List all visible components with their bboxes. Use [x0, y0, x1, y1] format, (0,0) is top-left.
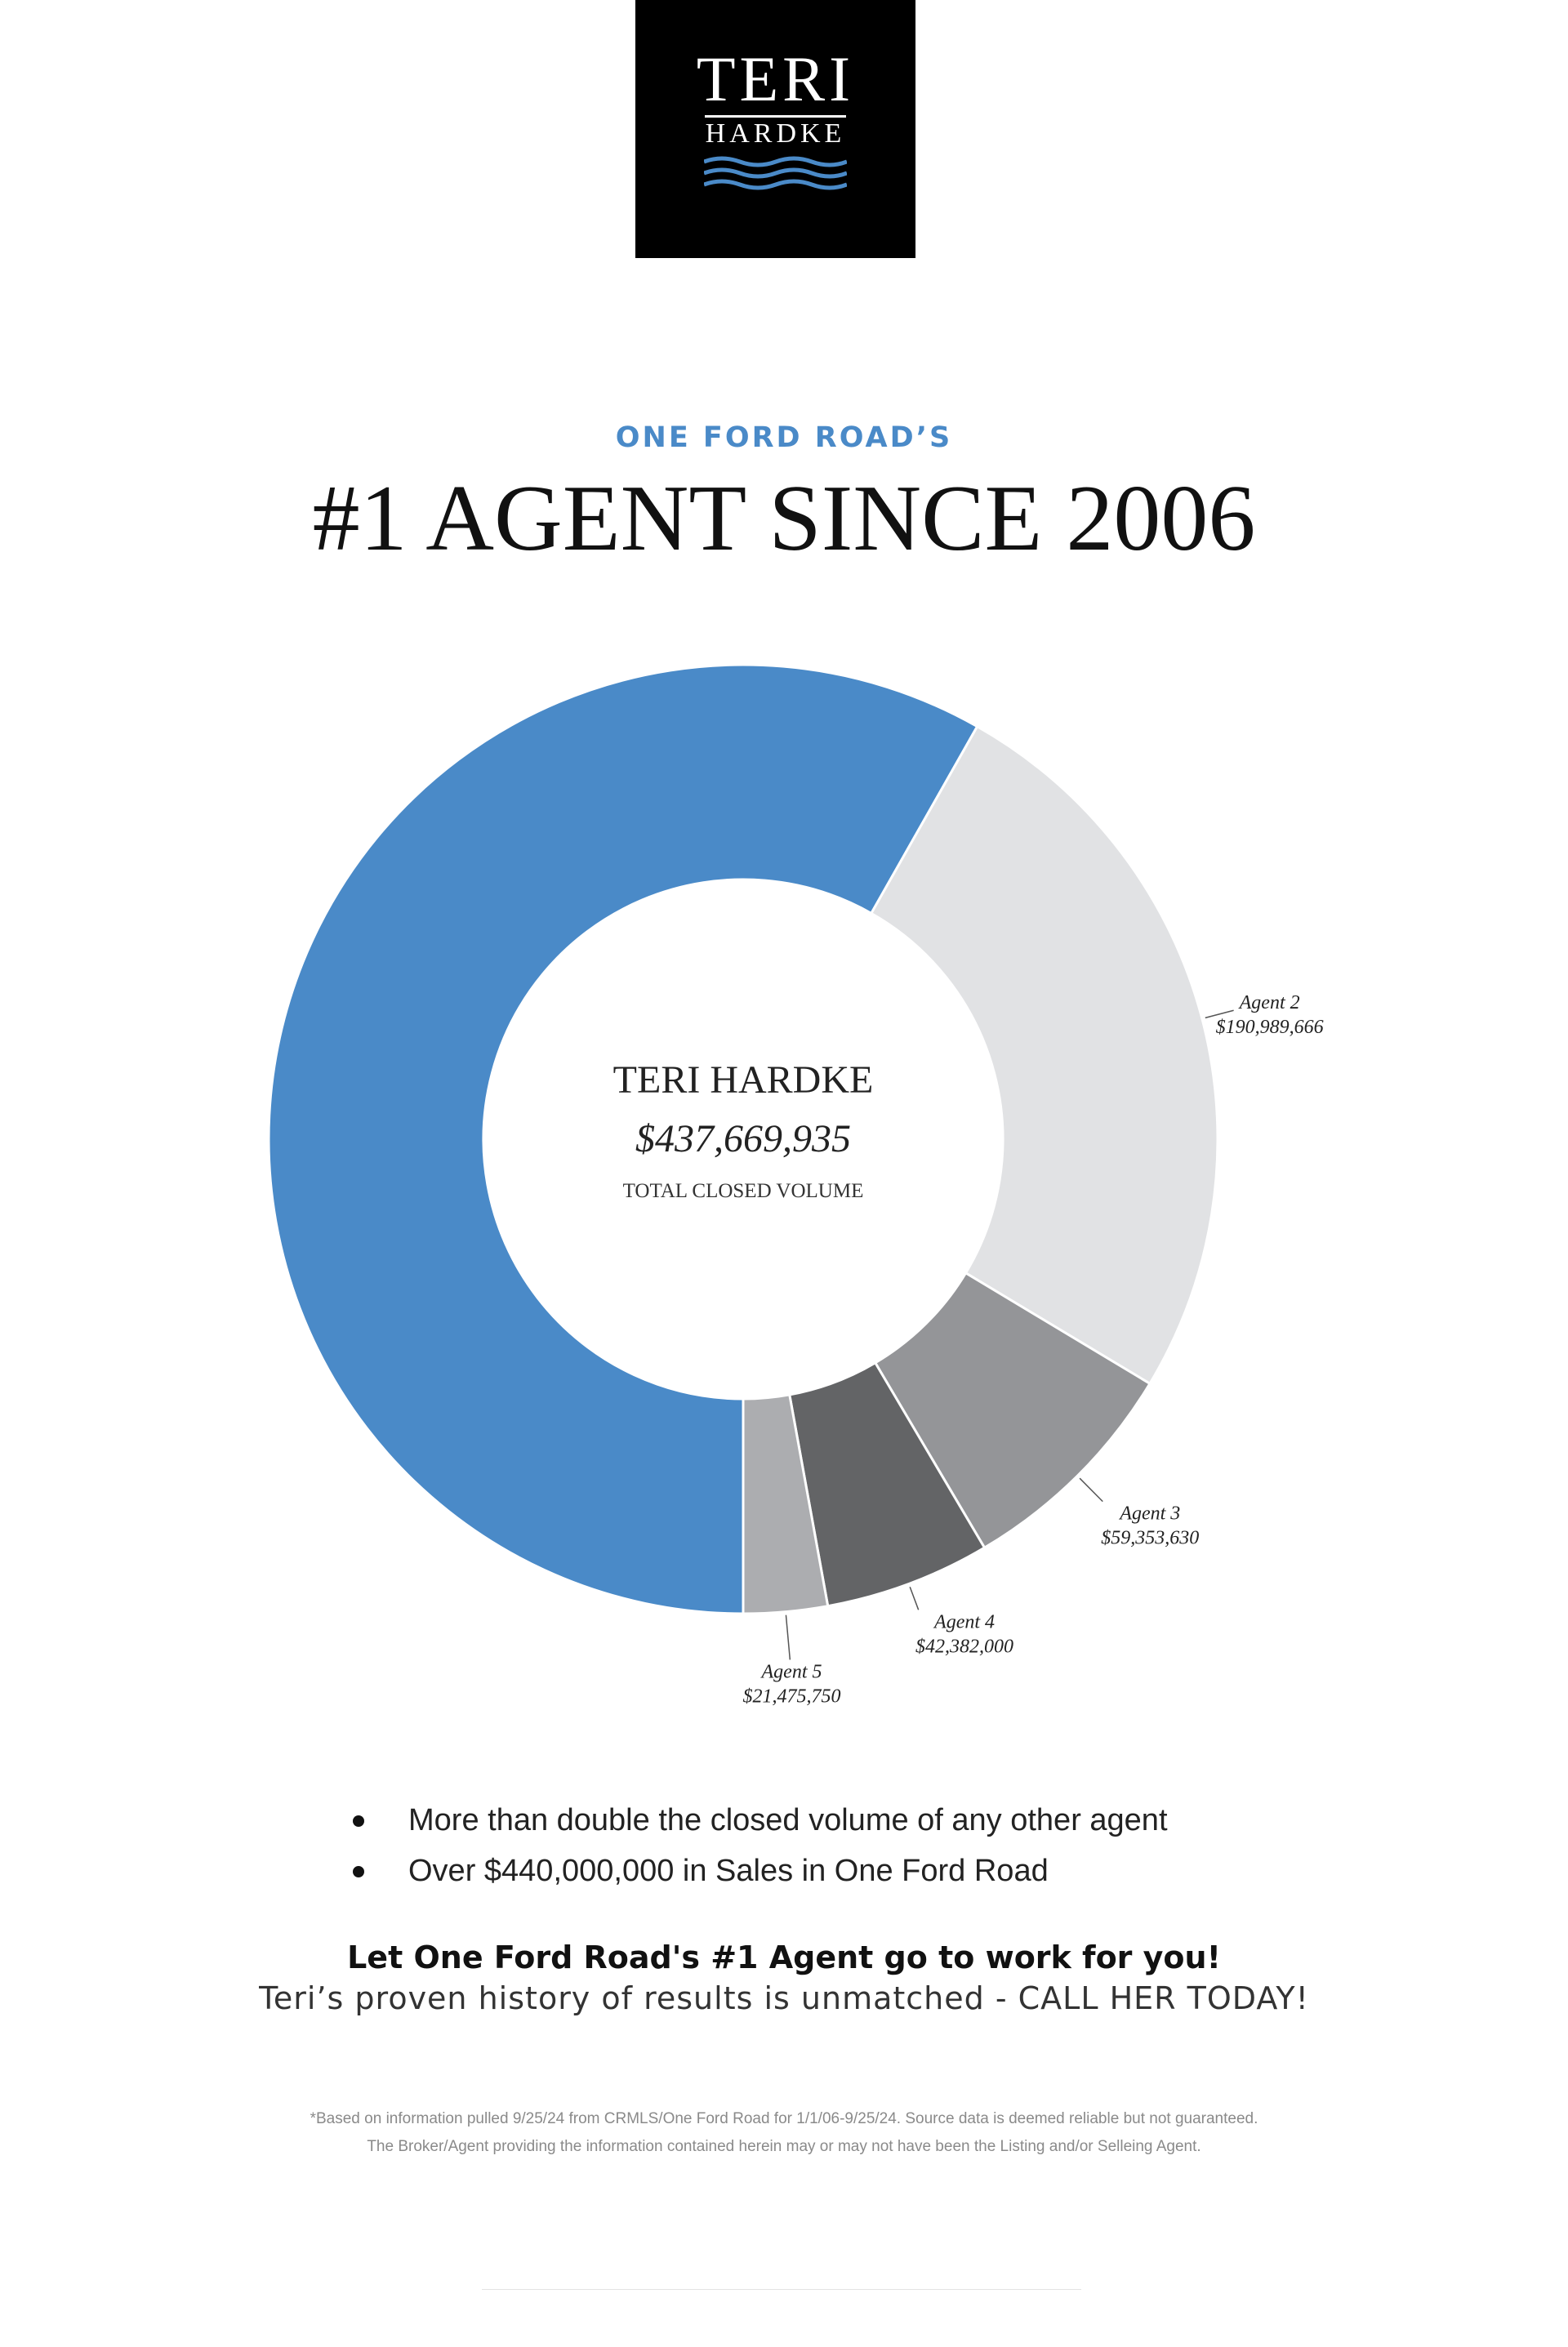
center-agent-name: TERI HARDKE [613, 1058, 874, 1102]
leader-line [785, 1614, 791, 1660]
disclaimer-line: *Based on information pulled 9/25/24 fro… [310, 2110, 1258, 2127]
leader-line [1079, 1477, 1103, 1503]
slice-label-value: $59,353,630 [1101, 1528, 1199, 1549]
slice-label-name: Agent 5 [760, 1661, 822, 1682]
slice-label-name: Agent 2 [1238, 992, 1300, 1013]
list-item: Over $440,000,000 in Sales in One Ford R… [353, 1846, 1168, 1896]
slice-labels: Agent 2 $190,989,666 Agent 3 $59,353,630 Age… [743, 992, 1324, 1707]
page-title: #1 AGENT SINCE 2006 [312, 466, 1256, 571]
waves-icon [704, 156, 847, 190]
logo-wordmark-top: TERI [696, 43, 855, 114]
donut-slices [267, 663, 1219, 1615]
slice-label-value: $190,989,666 [1216, 1017, 1324, 1038]
slice-label-name: Agent 4 [933, 1611, 995, 1632]
slice-label-value: $21,475,750 [743, 1686, 841, 1707]
logo-rule [705, 115, 846, 118]
center-total-value: $437,669,935 [635, 1117, 851, 1160]
donut-slice-teri-hardke [267, 663, 979, 1615]
disclaimer-line: The Broker/Agent providing the informati… [367, 2138, 1201, 2155]
disclaimer: *Based on information pulled 9/25/24 fro… [0, 2105, 1568, 2161]
leader-line [909, 1586, 920, 1610]
center-caption: TOTAL CLOSED VOLUME [623, 1180, 864, 1202]
slice-label-name: Agent 3 [1118, 1503, 1180, 1525]
cta-subline: Teri’s proven history of results is unma… [259, 1980, 1309, 2016]
footer-divider [482, 2289, 1081, 2290]
cta-headline: Let One Ford Road's #1 Agent go to work … [347, 1940, 1221, 1975]
donut-slice-agent-2 [869, 724, 1219, 1386]
teri-hardke-logo: TERI HARDKE [635, 0, 915, 258]
logo-wordmark-bottom: HARDKE [705, 118, 846, 149]
highlights-list: More than double the closed volume of an… [353, 1795, 1168, 1896]
slice-label-value: $42,382,000 [915, 1636, 1013, 1657]
page-subtitle: ONE FORD ROAD’S [615, 421, 953, 454]
donut-slice-agent-5 [742, 1393, 830, 1615]
list-item: More than double the closed volume of an… [353, 1795, 1168, 1846]
leader-line [1205, 1009, 1234, 1019]
